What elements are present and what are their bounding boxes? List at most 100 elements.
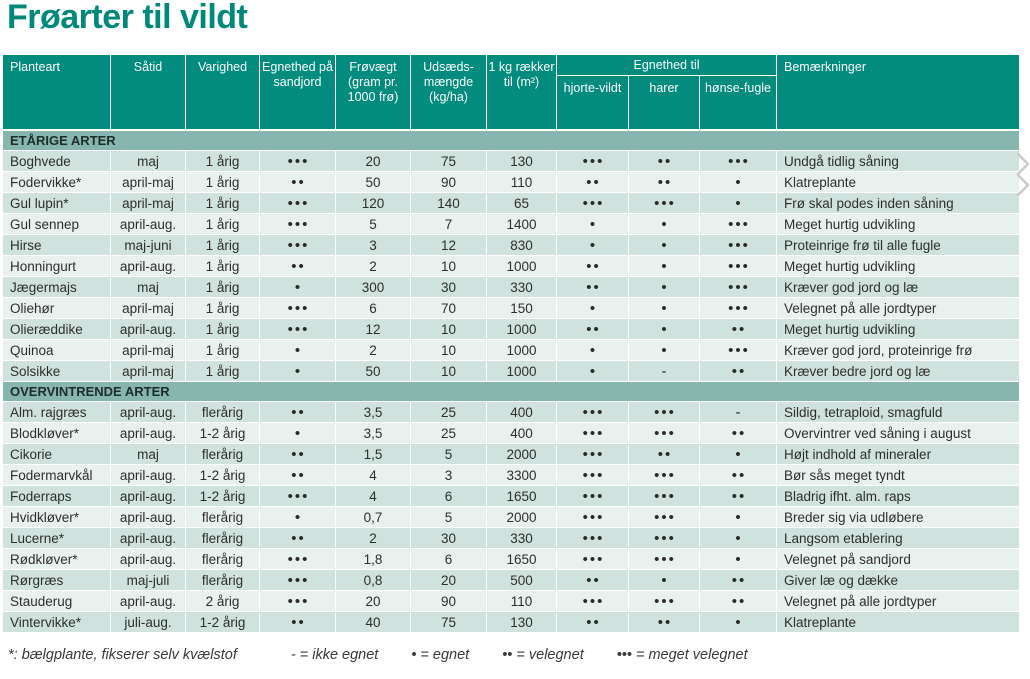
cell: 830 [487, 235, 556, 255]
cell: 12 [336, 319, 410, 339]
cell-bemaerkning: Meget hurtig udvikling [777, 256, 1019, 276]
cell: ••• [260, 591, 335, 611]
cell: 25 [411, 402, 486, 422]
cell-planteart: Vintervikke* [3, 612, 110, 632]
cell: april-aug. [111, 507, 185, 527]
cell: • [629, 340, 699, 360]
table-row: Lucerne* april-aug. flerårig •• 2 30 330 ••• •••… [3, 528, 1019, 548]
table-row: Hirse maj-juni 1 årig ••• 3 12 830 • • ••• Protein… [3, 235, 1019, 255]
cell: - [629, 361, 699, 381]
cell: flerårig [186, 444, 259, 464]
cell: •• [260, 172, 335, 192]
cell: 20 [336, 151, 410, 171]
cell: 300 [336, 277, 410, 297]
table-row: Rødkløver* april-aug. flerårig ••• 1,8 6 1650 •… [3, 549, 1019, 569]
cell: • [557, 361, 628, 381]
cell-planteart: Solsikke [3, 361, 110, 381]
cell-bemaerkning: Langsom etablering [777, 528, 1019, 548]
cell-bemaerkning: Bør sås meget tyndt [777, 465, 1019, 485]
cell: april-aug. [111, 549, 185, 569]
cell: 2 [336, 340, 410, 360]
cell: - [700, 402, 776, 422]
cell: • [700, 193, 776, 213]
table-row: Boghvede maj 1 årig ••• 20 75 130 ••• •• ••• Undgå… [3, 151, 1019, 171]
cell: ••• [557, 591, 628, 611]
col-header-saatid: Såtid [111, 55, 185, 129]
table-row: Foderraps april-aug. 1-2 årig ••• 4 6 1650 ••• •… [3, 486, 1019, 506]
cell: •• [260, 444, 335, 464]
cell: 1 årig [186, 193, 259, 213]
cell: ••• [557, 465, 628, 485]
cell: 10 [411, 361, 486, 381]
col-header-planteart: Planteart [3, 55, 110, 129]
cell: • [629, 235, 699, 255]
cell-bemaerkning: Klatreplante [777, 172, 1019, 192]
cell: ••• [557, 486, 628, 506]
cell: april-aug. [111, 486, 185, 506]
table-row: Cikorie maj flerårig •• 1,5 5 2000 ••• •• • Højt i… [3, 444, 1019, 464]
cell: • [629, 256, 699, 276]
cell: 330 [487, 277, 556, 297]
cell: april-aug. [111, 591, 185, 611]
cell: • [557, 340, 628, 360]
cell: ••• [629, 423, 699, 443]
cell: 1 årig [186, 340, 259, 360]
cell: 75 [411, 612, 486, 632]
table-row: Honningurt april-aug. 1 årig •• 2 10 1000 •• • ••… [3, 256, 1019, 276]
cell: ••• [260, 235, 335, 255]
cell: ••• [557, 507, 628, 527]
cell: ••• [629, 193, 699, 213]
cell: 1 årig [186, 298, 259, 318]
cell: 2 [336, 528, 410, 548]
cell: 1 årig [186, 361, 259, 381]
cell: 70 [411, 298, 486, 318]
cell-planteart: Blodkløver* [3, 423, 110, 443]
table-body: ETÅRIGE ARTER Boghvede maj 1 årig ••• 20 75 130… [3, 131, 1019, 632]
table-row: Hvidkløver* april-aug. flerårig • 0,7 5 2000 ••… [3, 507, 1019, 527]
cell: 0,7 [336, 507, 410, 527]
cell: april-maj [111, 172, 185, 192]
cell: april-maj [111, 340, 185, 360]
cell: ••• [700, 340, 776, 360]
cell-planteart: Hirse [3, 235, 110, 255]
table-row: Fodervikke* april-maj 1 årig •• 50 90 110 •• •• •… [3, 172, 1019, 192]
cell: 6 [411, 549, 486, 569]
cell-bemaerkning: Sildig, tetraploid, smagfuld [777, 402, 1019, 422]
cell: 1-2 årig [186, 486, 259, 506]
cell: 110 [487, 172, 556, 192]
cell: ••• [260, 214, 335, 234]
table-row: Stauderug april-aug. 2 årig ••• 20 90 110 ••• ••… [3, 591, 1019, 611]
col-header-harer: harer [629, 76, 699, 129]
cell: • [700, 444, 776, 464]
cell: •• [700, 361, 776, 381]
cell: 1-2 årig [186, 423, 259, 443]
cell: 130 [487, 151, 556, 171]
table-row: Rørgræs maj-juli flerårig ••• 0,8 20 500 •• • •• G… [3, 570, 1019, 590]
cell: 1650 [487, 486, 556, 506]
cell: 25 [411, 423, 486, 443]
legend-item-egnet: • = egnet [411, 647, 470, 663]
cell: maj [111, 277, 185, 297]
cell: ••• [260, 570, 335, 590]
cell: ••• [700, 214, 776, 234]
cell-planteart: Fodervikke* [3, 172, 110, 192]
cell: 20 [411, 570, 486, 590]
col-header-hjortevildt: hjorte-vildt [557, 76, 628, 129]
cell: •• [260, 612, 335, 632]
cell: 3,5 [336, 423, 410, 443]
cell-bemaerkning: Breder sig via udløbere [777, 507, 1019, 527]
cell: •• [557, 570, 628, 590]
cell: ••• [557, 528, 628, 548]
cell: 2 årig [186, 591, 259, 611]
chevrons-right-icon[interactable] [1015, 151, 1030, 199]
cell: •• [629, 612, 699, 632]
cell-bemaerkning: Undgå tidlig såning [777, 151, 1019, 171]
legend-item-meget-velegnet: ••• = meget velegnet [616, 647, 748, 663]
cell: 1000 [487, 256, 556, 276]
cell: •• [700, 570, 776, 590]
cell: ••• [260, 151, 335, 171]
cell: april-maj [111, 361, 185, 381]
cell: ••• [629, 507, 699, 527]
cell: ••• [260, 486, 335, 506]
cell: 330 [487, 528, 556, 548]
